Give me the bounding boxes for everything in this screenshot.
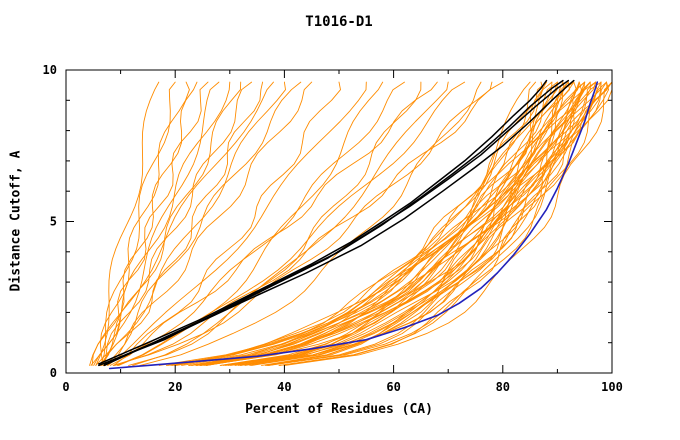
prediction-curve [95, 81, 286, 366]
prediction-curve [100, 81, 176, 366]
prediction-curve [128, 81, 422, 366]
prediction-curve [167, 81, 547, 366]
x-tick-label: 80 [496, 380, 510, 394]
prediction-curve [106, 81, 313, 366]
prediction-curve [109, 81, 438, 366]
x-axis-label: Percent of Residues (CA) [245, 402, 433, 417]
chart-title: T1016-D1 [305, 14, 373, 30]
y-axis-label: Distance Cutoff, A [8, 150, 24, 292]
x-tick-label: 40 [277, 380, 291, 394]
prediction-curve [99, 81, 190, 366]
x-tick-label: 0 [62, 380, 69, 394]
prediction-curve [99, 81, 231, 366]
prediction-curve [176, 81, 591, 366]
prediction-curve [158, 81, 602, 366]
prediction-curve [132, 81, 449, 366]
prediction-curve [107, 81, 367, 366]
prediction-curve [102, 81, 405, 366]
prediction-curve [91, 81, 198, 366]
reference-curve [103, 79, 575, 365]
prediction-curve [104, 81, 253, 366]
prediction-curve [105, 81, 302, 366]
prediction-curve [230, 81, 591, 366]
prediction-curve [205, 81, 602, 366]
reference-curve [98, 79, 548, 365]
prediction-curve [284, 81, 613, 366]
prediction-curve [195, 81, 613, 366]
prediction-curve [89, 81, 274, 366]
y-tick-label: 0 [50, 366, 57, 380]
prediction-curve [240, 81, 610, 366]
x-tick-label: 60 [386, 380, 400, 394]
prediction-curve [190, 81, 553, 366]
highlight-curve [108, 81, 599, 370]
y-tick-label: 5 [50, 215, 57, 229]
prediction-curve [116, 81, 466, 366]
prediction-curve [188, 81, 613, 366]
prediction-curve [266, 81, 607, 366]
x-tick-label: 100 [601, 380, 623, 394]
prediction-curve [90, 81, 220, 366]
prediction-curve [114, 81, 504, 366]
prediction-curve [139, 81, 482, 366]
reference-curve [103, 79, 570, 367]
prediction-curve [188, 81, 602, 366]
x-tick-label: 20 [168, 380, 182, 394]
prediction-curve [113, 81, 341, 366]
prediction-curve [101, 81, 264, 366]
prediction-curve [264, 81, 558, 366]
prediction-curve [191, 81, 570, 366]
prediction-curve [249, 81, 602, 366]
y-tick-label: 10 [43, 63, 57, 77]
prediction-curve [112, 81, 493, 366]
prediction-curve [100, 81, 242, 366]
